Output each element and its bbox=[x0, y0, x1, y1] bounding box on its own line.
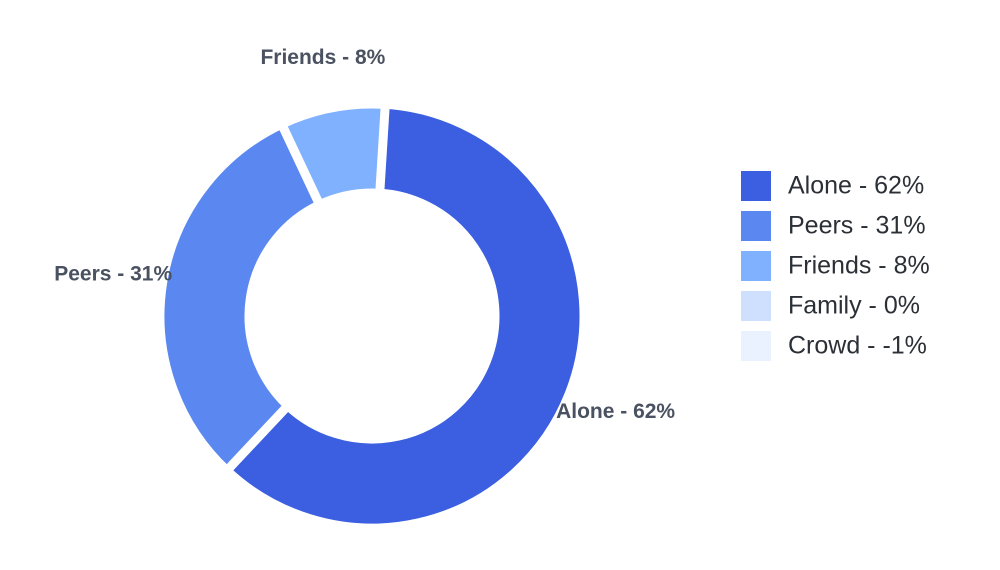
legend-swatch bbox=[741, 331, 771, 361]
legend-label: Peers - 31% bbox=[788, 212, 926, 240]
slice-label: Peers - 31% bbox=[54, 263, 172, 286]
legend-label: Friends - 8% bbox=[788, 252, 930, 280]
legend-swatch bbox=[741, 251, 771, 281]
slice bbox=[277, 99, 390, 210]
legend-label: Family - 0% bbox=[788, 292, 920, 320]
slice-label: Friends - 8% bbox=[260, 46, 385, 69]
slice-label: Alone - 62% bbox=[556, 400, 675, 423]
slice bbox=[222, 99, 589, 533]
legend-label: Alone - 62% bbox=[788, 172, 924, 200]
legend-swatch bbox=[741, 211, 771, 241]
legend-swatch bbox=[741, 291, 771, 321]
slice bbox=[155, 119, 325, 476]
legend-label: Crowd - -1% bbox=[788, 332, 927, 360]
legend-swatch bbox=[741, 171, 771, 201]
